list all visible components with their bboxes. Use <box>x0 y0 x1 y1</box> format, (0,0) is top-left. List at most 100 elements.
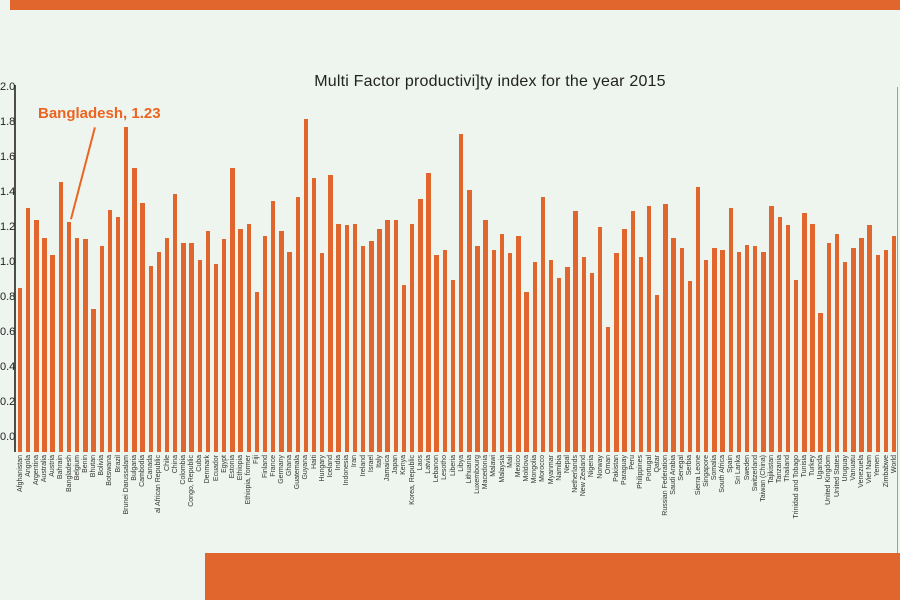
bar-india <box>336 223 341 452</box>
bar-morocco <box>540 197 546 452</box>
bar-tajikistan <box>769 206 774 452</box>
bar-saudi-arabia <box>671 237 676 452</box>
top-decorative-band <box>10 0 900 10</box>
bar-luxembourg <box>475 246 480 452</box>
y-tick-1.2: 1.2 <box>0 221 16 233</box>
y-tick-0.6: 0.6 <box>0 326 16 338</box>
bar-bolivia <box>99 246 104 452</box>
bar-iceland <box>328 174 333 452</box>
bar-guatemala <box>295 197 300 452</box>
bar-portugal <box>646 206 652 452</box>
bar-oman <box>606 326 611 452</box>
bar-guyana <box>303 118 309 452</box>
bar-angola <box>25 207 31 452</box>
bar-netherlands <box>573 211 578 452</box>
bar-tunisia <box>802 213 807 452</box>
bar-australia <box>42 237 47 452</box>
bar-mali <box>508 253 513 452</box>
y-tick-1.8: 1.8 <box>0 116 16 128</box>
bar-somalia <box>712 248 717 452</box>
bar-bulgaria <box>132 167 137 452</box>
bar-sweden <box>744 244 750 452</box>
bar-singapore <box>704 260 709 452</box>
bar-peru <box>630 211 635 452</box>
bar-south-africa <box>720 249 725 452</box>
bar-senegal <box>679 248 684 452</box>
bar-nigeria <box>589 272 595 452</box>
bar-tanzania <box>777 216 782 452</box>
bar-china <box>173 193 178 452</box>
bar-colombia <box>181 242 186 452</box>
y-tick-0.8: 0.8 <box>0 291 16 303</box>
bar-spain <box>728 207 733 452</box>
bar-philippines <box>638 256 644 452</box>
bar-latvia <box>426 172 431 452</box>
bar-finland <box>262 235 268 452</box>
bar-zimbabwe <box>883 249 889 452</box>
bar-switzerland <box>753 246 758 452</box>
bar-lithuania <box>467 190 472 452</box>
annotation-label: Bangladesh, 1.23 <box>38 105 161 122</box>
x-axis-label: World <box>890 455 898 474</box>
bar-bangladesh <box>66 221 72 452</box>
bar-yemen <box>875 255 881 452</box>
bar-vanuatu <box>851 248 856 452</box>
bar-liberia <box>450 279 456 452</box>
bar-chile <box>164 237 170 452</box>
bar-denmark <box>205 230 211 452</box>
bar-mexico <box>516 235 521 452</box>
bar-hungary <box>320 253 325 452</box>
bar-ireland <box>360 246 366 452</box>
bar-macedonia <box>483 220 488 452</box>
bar-trinidad-and-tobago <box>793 279 799 452</box>
bar-haiti <box>311 178 317 452</box>
bar-jamaica <box>385 220 390 452</box>
bar-al-african-republic <box>156 251 162 452</box>
bar-viet-nam <box>867 225 872 452</box>
bar-turkey <box>810 223 815 452</box>
y-tick-1.6: 1.6 <box>0 151 16 163</box>
bar-ghana <box>287 251 292 452</box>
bar-afghanistan <box>17 288 23 452</box>
y-tick-1.4: 1.4 <box>0 186 16 198</box>
bar-malawi <box>491 249 497 452</box>
bar-israel <box>369 241 374 452</box>
bar-bahrain <box>58 181 64 452</box>
bar-moldova <box>524 291 529 452</box>
bar-brunei-darussalam <box>124 127 129 452</box>
bar-belgium <box>74 237 80 452</box>
bar-france <box>271 200 276 452</box>
bar-lesotho <box>442 249 448 452</box>
bar-italy <box>377 228 382 452</box>
bar-iran <box>352 223 358 452</box>
bar-new-zealand <box>581 256 586 452</box>
y-tick-2.0: 2.0 <box>0 81 16 93</box>
bar-paraguay <box>622 228 627 452</box>
y-tick-0.0: 0.0 <box>0 431 16 443</box>
bar-taiwan-china- <box>761 251 766 452</box>
bar-libya <box>458 134 464 452</box>
bar-lebanon <box>434 255 439 452</box>
bar-austria <box>50 255 55 452</box>
bar-brazil <box>115 216 121 452</box>
bar-argentina <box>34 220 39 452</box>
annotation-leader-line <box>70 127 96 220</box>
bar-benin <box>83 239 88 452</box>
bar-egypt <box>222 239 227 452</box>
bar-venezuela <box>859 237 864 452</box>
bottom-decorative-band <box>205 553 900 600</box>
bar-sri-lanka <box>736 251 742 452</box>
bar-estonia <box>230 167 235 452</box>
bar-korea-republic <box>409 223 415 452</box>
y-axis-line <box>14 85 16 452</box>
bar-laos <box>418 199 423 452</box>
bar-fiji <box>254 291 260 452</box>
bar-mongolia <box>532 262 537 452</box>
bar-malaysia <box>499 234 505 452</box>
bar-bhutan <box>91 309 96 452</box>
bar-qatar <box>655 295 660 452</box>
bar-canada <box>148 265 153 452</box>
bar-uruguay <box>842 262 848 452</box>
bar-ethiopia <box>238 228 243 452</box>
